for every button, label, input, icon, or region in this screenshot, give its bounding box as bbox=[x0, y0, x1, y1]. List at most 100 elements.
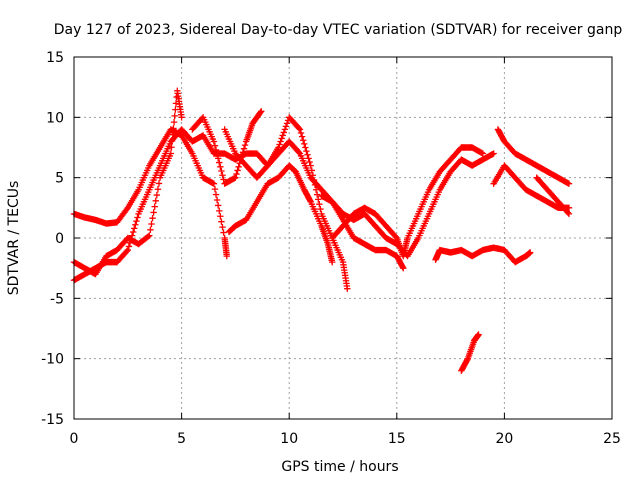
data-point bbox=[301, 140, 308, 148]
data-point bbox=[218, 218, 225, 225]
data-point bbox=[213, 196, 221, 204]
data-point bbox=[303, 147, 310, 155]
series-track-j bbox=[458, 331, 482, 374]
series-track-e bbox=[225, 162, 336, 266]
data-point bbox=[297, 129, 305, 137]
data-point bbox=[479, 150, 487, 157]
data-point bbox=[283, 120, 291, 127]
data-point bbox=[241, 141, 249, 149]
series-track-g bbox=[318, 150, 497, 260]
data-point bbox=[299, 137, 307, 144]
data-point bbox=[278, 135, 285, 142]
data-point bbox=[564, 209, 572, 216]
data-point bbox=[219, 172, 226, 179]
data-point bbox=[282, 123, 290, 130]
grid-layer bbox=[74, 57, 612, 419]
y-tick-label: -10 bbox=[41, 352, 64, 368]
y-tick-label: 0 bbox=[55, 231, 64, 247]
data-point bbox=[170, 118, 178, 126]
data-point bbox=[216, 159, 223, 166]
data-point bbox=[329, 258, 336, 266]
series-track-h bbox=[329, 144, 487, 260]
x-tick-label: 25 bbox=[603, 431, 621, 447]
data-point bbox=[210, 138, 218, 145]
data-point bbox=[131, 225, 138, 232]
data-point bbox=[399, 263, 406, 271]
data-point bbox=[220, 176, 227, 183]
x-tick-label: 15 bbox=[388, 431, 406, 447]
data-point bbox=[168, 144, 175, 151]
data-point bbox=[317, 205, 324, 213]
series-track-m bbox=[533, 174, 573, 218]
data-point bbox=[344, 285, 351, 292]
data-point bbox=[212, 146, 220, 154]
data-point bbox=[277, 138, 284, 145]
data-point bbox=[132, 221, 139, 228]
data-point bbox=[212, 191, 220, 198]
x-tick-label: 0 bbox=[70, 431, 79, 447]
data-point bbox=[275, 144, 282, 151]
x-tick-label: 5 bbox=[177, 431, 186, 447]
data-point bbox=[168, 137, 176, 145]
data-point bbox=[298, 133, 306, 140]
data-point bbox=[125, 243, 133, 250]
data-point bbox=[178, 114, 185, 121]
data-point bbox=[307, 162, 314, 169]
series-track-f bbox=[221, 126, 407, 272]
series-track-b bbox=[70, 114, 351, 292]
series-track-i bbox=[432, 244, 534, 266]
data-point bbox=[302, 144, 309, 151]
data-point bbox=[315, 196, 322, 203]
data-point bbox=[305, 155, 312, 162]
data-point bbox=[276, 141, 283, 148]
y-tick-label: 5 bbox=[55, 171, 64, 187]
data-point bbox=[258, 108, 265, 115]
data-point bbox=[306, 158, 313, 166]
data-point bbox=[217, 163, 224, 171]
data-point bbox=[171, 112, 178, 120]
data-point bbox=[146, 232, 153, 239]
data-point bbox=[123, 206, 130, 213]
data-point bbox=[150, 209, 157, 216]
x-axis-label: GPS time / hours bbox=[281, 459, 398, 475]
data-point bbox=[217, 213, 224, 220]
data-point bbox=[155, 180, 163, 187]
data-point bbox=[280, 129, 288, 136]
data-point bbox=[235, 163, 242, 171]
data-point bbox=[565, 180, 573, 187]
data-point bbox=[170, 125, 177, 132]
data-point bbox=[490, 150, 497, 157]
y-axis-label: SDTVAR / TECUs bbox=[6, 181, 22, 296]
data-point bbox=[124, 246, 131, 254]
data-point bbox=[123, 248, 130, 255]
data-point bbox=[129, 228, 137, 236]
data-point bbox=[295, 124, 303, 132]
data-point bbox=[153, 191, 161, 199]
data-point bbox=[257, 109, 264, 116]
x-tick-label: 20 bbox=[495, 431, 513, 447]
data-point bbox=[169, 131, 176, 138]
data-point bbox=[475, 331, 482, 338]
data-point bbox=[400, 264, 407, 272]
x-tick-label: 10 bbox=[280, 431, 298, 447]
data-point bbox=[313, 191, 321, 198]
data-point bbox=[240, 145, 248, 152]
data-point bbox=[167, 150, 175, 157]
axes: 0 5 10 15 20 25 -15 -10 -5 0 5 10 15 bbox=[41, 50, 621, 447]
data-points bbox=[70, 87, 573, 374]
data-point bbox=[218, 167, 225, 175]
data-point bbox=[304, 151, 311, 158]
data-point bbox=[565, 210, 573, 218]
y-tick-label: 15 bbox=[46, 50, 64, 66]
data-point bbox=[151, 203, 158, 210]
data-point bbox=[316, 201, 323, 208]
data-point bbox=[281, 126, 289, 133]
data-point bbox=[295, 149, 303, 156]
data-point bbox=[296, 126, 304, 133]
chart-title: Day 127 of 2023, Sidereal Day-to-day VTE… bbox=[54, 22, 623, 38]
data-point bbox=[152, 197, 159, 205]
data-point bbox=[145, 233, 152, 240]
data-point bbox=[232, 174, 239, 181]
data-point bbox=[219, 223, 226, 231]
